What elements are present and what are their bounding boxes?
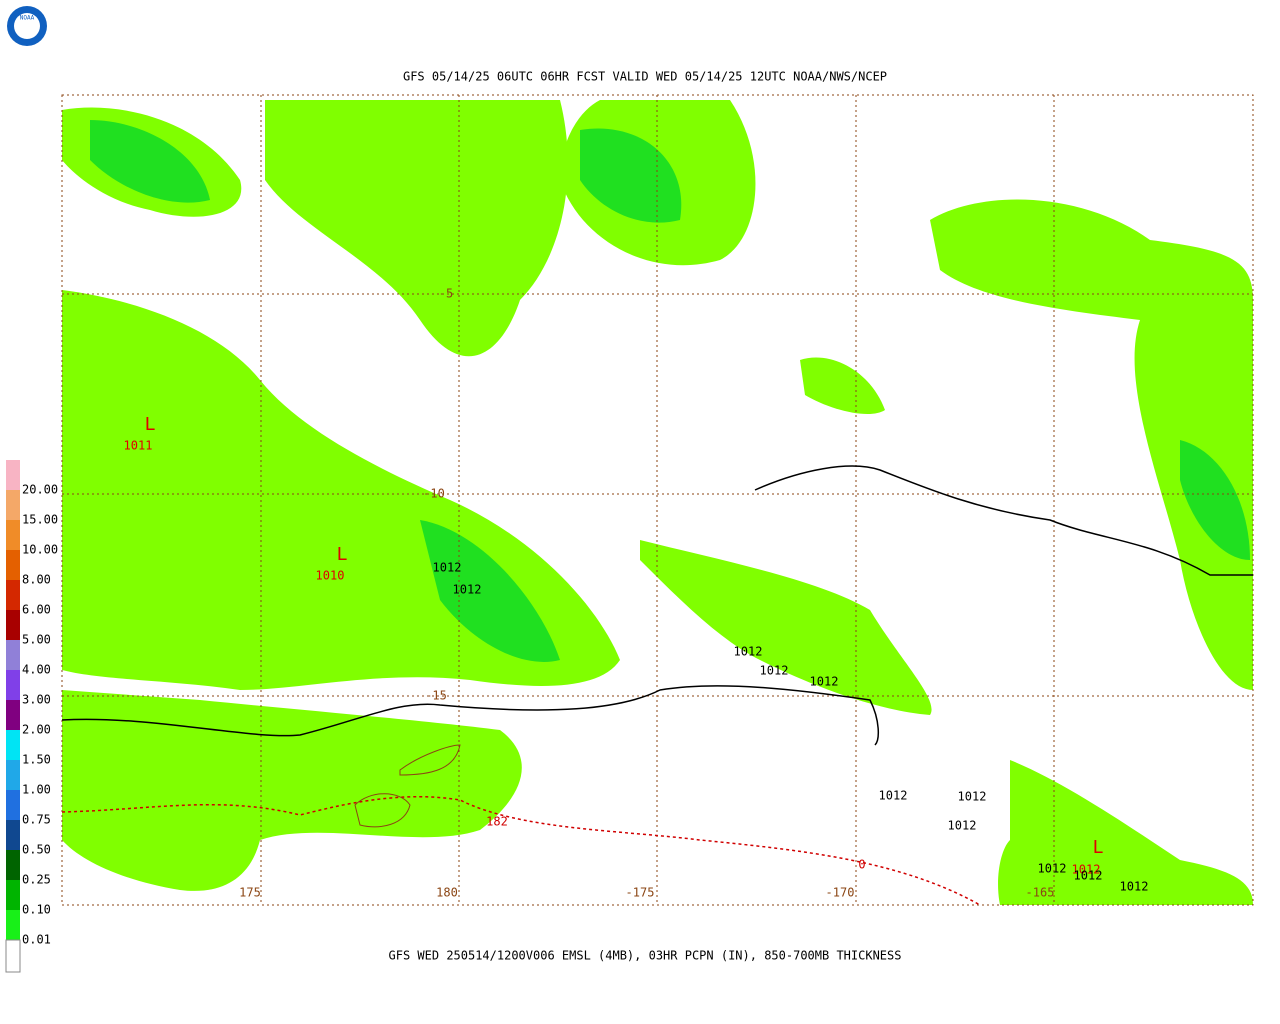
logo-text: NOAA	[20, 15, 35, 22]
isobar-label: 1012	[734, 645, 763, 659]
low-symbol: L	[145, 414, 156, 435]
isobar-label: 1012	[948, 819, 977, 833]
legend-label: 1.50	[22, 753, 51, 767]
legend-label: 2.00	[22, 723, 51, 737]
isobar-label: 1012	[1120, 880, 1149, 894]
legend-swatch	[6, 550, 20, 580]
legend-swatch	[6, 520, 20, 550]
isobar-label: 1012	[453, 583, 482, 597]
legend-label: 0.25	[22, 873, 51, 887]
noaa-logo-inner	[14, 13, 40, 39]
lon-label: 180	[436, 886, 458, 900]
isobar-label: 1012	[760, 664, 789, 678]
low-symbol: L	[1093, 837, 1104, 858]
legend-label: 6.00	[22, 603, 51, 617]
legend-swatch	[6, 640, 20, 670]
graticule	[62, 95, 1253, 905]
isobar-label: 1012	[1074, 869, 1103, 883]
legend-label: 5.00	[22, 633, 51, 647]
legend-swatch	[6, 820, 20, 850]
lat-label: -5	[439, 287, 453, 301]
legend-swatch	[6, 460, 20, 490]
legend-label: 1.00	[22, 783, 51, 797]
legend-label: 4.00	[22, 663, 51, 677]
isobar	[754, 465, 1253, 576]
isobar-label: 1012	[958, 790, 987, 804]
legend-label: 20.00	[22, 483, 58, 497]
legend-swatch	[6, 910, 20, 940]
thickness-line	[61, 795, 981, 906]
lon-label: -170	[826, 886, 855, 900]
legend-swatch	[6, 580, 20, 610]
map-labels: -5 -10 -15 175 180 -175 -170 -165 L 1011 L 1010 L 101…	[124, 287, 1149, 900]
isobar-label: 1012	[879, 789, 908, 803]
legend-swatch	[6, 700, 20, 730]
legend-label: 0.50	[22, 843, 51, 857]
thickness-label: 182	[486, 815, 508, 829]
thickness-label: 0	[858, 858, 865, 872]
coastline	[354, 744, 461, 828]
legend-swatch	[6, 610, 20, 640]
legend-label: 15.00	[22, 513, 58, 527]
low-pressure: 1010	[316, 569, 345, 583]
legend-label: 0.75	[22, 813, 51, 827]
isobar-label: 1012	[433, 561, 462, 575]
legend-label: 8.00	[22, 573, 51, 587]
lat-label: -15	[425, 689, 447, 703]
map-caption: GFS WED 250514/1200V006 EMSL (4MB), 03HR…	[389, 949, 902, 963]
isobar-label: 1012	[810, 675, 839, 689]
lon-label: 175	[239, 886, 261, 900]
legend-label: 3.00	[22, 693, 51, 707]
map-title: GFS 05/14/25 06UTC 06HR FCST VALID WED 0…	[403, 70, 887, 84]
legend-swatch	[6, 730, 20, 760]
legend-swatch	[6, 490, 20, 520]
legend-swatch	[6, 790, 20, 820]
legend: 20.00 15.00 10.00 8.00 6.00 5.00 4.00 3.00 2.00 1…	[5, 460, 58, 973]
legend-swatch	[6, 850, 20, 880]
legend-swatch	[5, 939, 21, 973]
lat-label: -10	[423, 487, 445, 501]
legend-swatch	[6, 760, 20, 790]
legend-swatch	[6, 670, 20, 700]
low-pressure: 1012	[1072, 863, 1101, 877]
isobar-label: 1012	[1038, 862, 1067, 876]
legend-label: 10.00	[22, 543, 58, 557]
precip-areas	[62, 100, 1253, 905]
legend-swatch	[6, 880, 20, 910]
lon-label: -175	[626, 886, 655, 900]
legend-label: 0.01	[22, 933, 51, 947]
lon-label: -165	[1026, 886, 1055, 900]
isobar	[61, 685, 880, 746]
low-pressure: 1011	[124, 439, 153, 453]
low-symbol: L	[337, 544, 348, 565]
legend-label: 0.10	[22, 903, 51, 917]
